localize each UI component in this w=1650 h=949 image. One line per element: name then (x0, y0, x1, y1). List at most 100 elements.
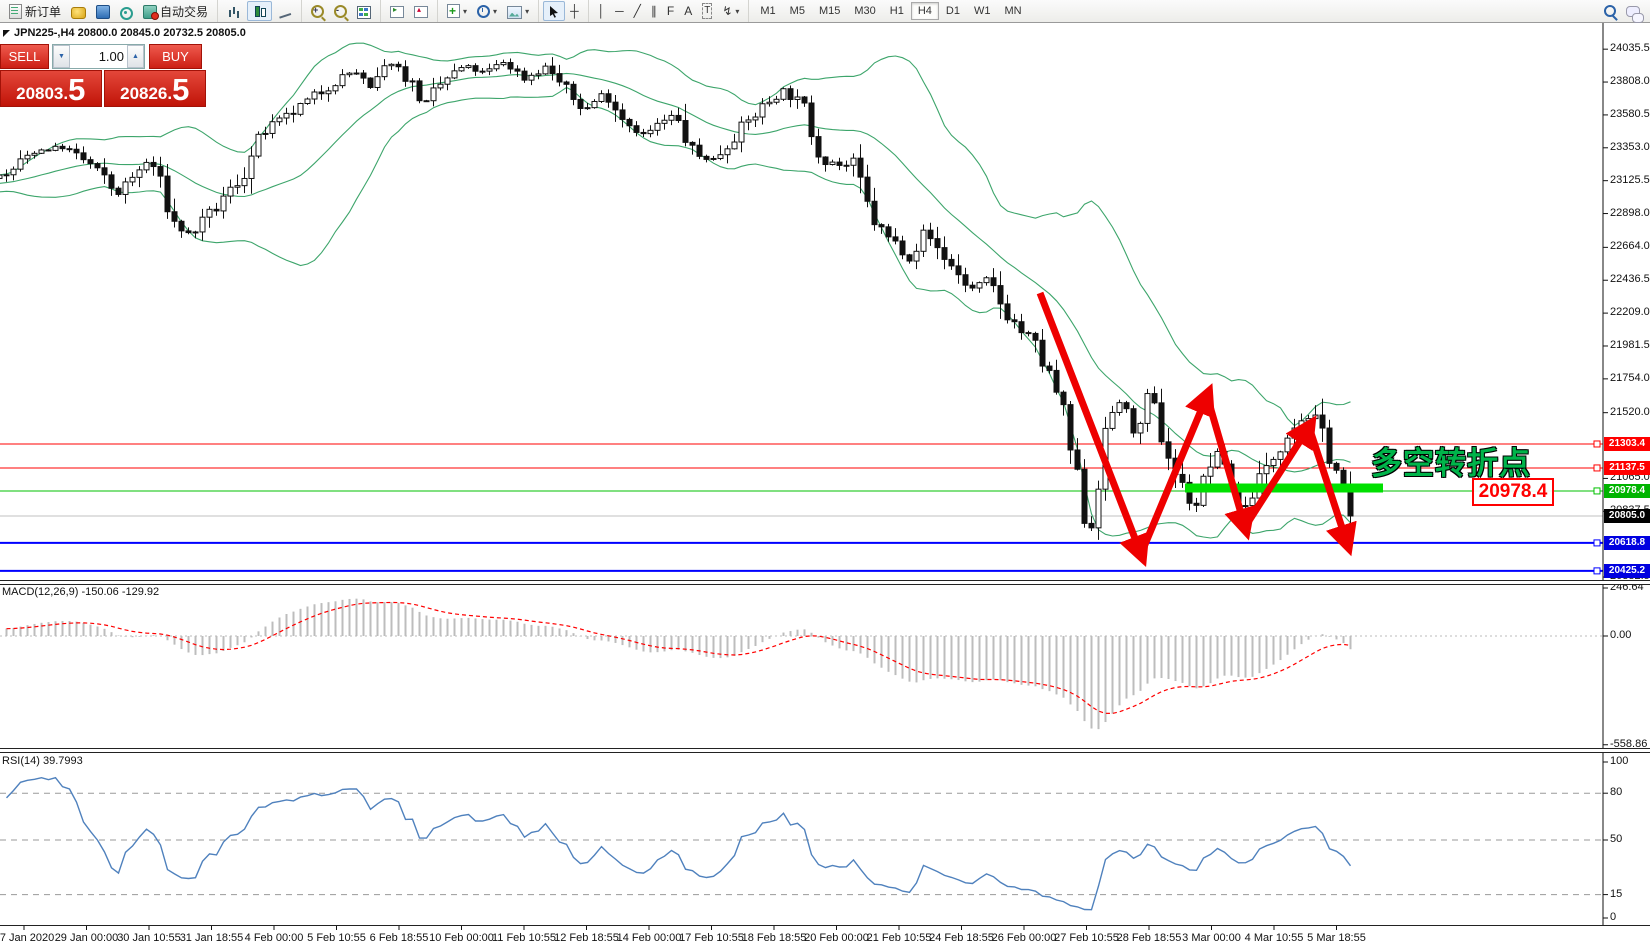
timeframe-m1[interactable]: M1 (760, 5, 776, 17)
price-tick-label: 22898.0 (1610, 206, 1650, 219)
price-tick-label: 21981.5 (1610, 338, 1650, 351)
chat-icon[interactable] (1626, 5, 1644, 23)
symbol-ohlc-line: JPN225-,H4 20800.0 20845.0 20732.5 20805… (14, 27, 246, 39)
order-group: 新订单 自动交易 (0, 0, 219, 22)
profile-icon (96, 5, 111, 19)
time-axis-label: 29 Jan 00:00 (54, 932, 119, 944)
timeframe-w1[interactable]: W1 (973, 5, 991, 17)
rsi-tick-label: 80 (1610, 786, 1623, 799)
sell-price-main: 20803 (16, 84, 64, 103)
symbol-marker-icon (3, 30, 10, 37)
time-axis-label: 18 Feb 18:55 (741, 932, 807, 944)
market-watch-button[interactable] (66, 1, 91, 21)
horizontal-line-icon: ─ (615, 4, 624, 18)
text-icon: A (684, 4, 693, 18)
time-axis-label: 14 Feb 00:00 (616, 932, 682, 944)
periods-button[interactable]: ▾ (472, 1, 502, 21)
price-level-callout[interactable]: 20978.4 (1472, 478, 1554, 506)
horizontal-line-button[interactable]: ─ (610, 1, 629, 21)
timeframe-mn[interactable]: MN (1004, 5, 1022, 17)
macd-pane-splitter[interactable] (0, 580, 1650, 585)
timeframe-h1[interactable]: H1 (889, 5, 904, 17)
time-axis-label: 20 Feb 00:00 (804, 932, 869, 944)
toolbar-right (1604, 5, 1650, 23)
time-axis-label: 30 Jan 10:55 (117, 932, 181, 944)
timeframe-d1[interactable]: D1 (945, 5, 960, 17)
time-axis-label: 10 Feb 00:00 (429, 932, 494, 944)
rsi-pane-splitter[interactable] (0, 748, 1650, 753)
crosshair-icon: ┼ (570, 4, 579, 18)
timeframe-h4[interactable]: H4 (910, 2, 939, 20)
text-label-button[interactable]: T (697, 1, 717, 21)
time-axis-label: 4 Feb 00:00 (244, 932, 304, 944)
tile-windows-button[interactable] (352, 1, 376, 21)
strategy-tester-button[interactable] (115, 1, 138, 21)
scroll-group (381, 0, 439, 22)
price-badge: 20805.0 (1604, 509, 1650, 523)
vertical-line-button[interactable]: │ (593, 1, 611, 21)
volume-input[interactable] (70, 45, 127, 68)
sell-button[interactable]: SELL (0, 44, 49, 69)
price-badge: 21137.5 (1604, 460, 1650, 475)
trendline-button[interactable]: ╱ (629, 1, 646, 21)
time-axis-label: 4 Mar 10:55 (1244, 932, 1304, 944)
timeframe-m30[interactable]: M30 (854, 5, 876, 17)
chart-shift-button[interactable] (409, 1, 433, 21)
trendline-icon: ╱ (633, 4, 641, 18)
search-icon[interactable] (1604, 5, 1616, 17)
time-axis-label: 6 Feb 18:55 (369, 932, 429, 944)
bar-chart-icon (227, 4, 242, 18)
timeframe-m5[interactable]: M5 (789, 5, 805, 17)
time-axis-label: 17 Feb 10:55 (679, 932, 744, 944)
autotrade-button[interactable]: 自动交易 (138, 1, 213, 21)
sell-price-pip: 5 (68, 72, 86, 107)
candlestick-button[interactable] (247, 1, 273, 21)
crosshair-button[interactable]: ┼ (565, 1, 584, 21)
time-axis-label: 5 Mar 18:55 (1307, 932, 1366, 944)
buy-price-main: 20826 (120, 84, 168, 103)
volume-decrease-button[interactable]: ▼ (53, 45, 70, 68)
time-axis-label: 24 Feb 18:55 (929, 932, 994, 944)
time-axis-label: 5 Feb 10:55 (307, 932, 366, 944)
time-axis-label: 12 Feb 18:55 (554, 932, 619, 944)
zoom-out-button[interactable]: - (329, 1, 352, 21)
cursor-icon (550, 5, 559, 18)
cursor-button[interactable] (543, 1, 566, 21)
macd-label: MACD(12,26,9) -150.06 -129.92 (2, 586, 160, 598)
text-label-icon: T (702, 3, 713, 19)
buy-price[interactable]: 20826. 5 (103, 70, 206, 107)
macd-tick-label: -558.86 (1610, 737, 1648, 750)
data-window-button[interactable] (91, 1, 115, 21)
templates-button[interactable]: ▾ (502, 1, 534, 21)
timeframe-m15[interactable]: M15 (818, 5, 841, 17)
new-chart-button[interactable]: ▾ (442, 1, 472, 21)
channel-button[interactable]: ∥ (646, 1, 662, 21)
line-chart-button[interactable] (272, 1, 297, 21)
volume-box: ▼ ▲ (52, 44, 145, 69)
text-button[interactable]: A (679, 1, 697, 21)
timeframe-group: M1 M5 M15 M30 H1 H4 D1 W1 MN (749, 0, 1032, 22)
volume-increase-button[interactable]: ▲ (127, 45, 144, 68)
price-tick-label: 23580.5 (1610, 107, 1650, 120)
rsi-tick-label: 15 (1610, 887, 1623, 900)
line-chart-icon (277, 4, 292, 18)
drawing-group: │ ─ ╱ ∥ F A T ↯ ▾ (589, 0, 750, 22)
price-tick-label: 21754.0 (1610, 371, 1650, 384)
fibonacci-button[interactable]: F (662, 1, 679, 21)
chart-shift-icon (414, 5, 429, 18)
time-axis-label: 11 Feb 10:55 (491, 932, 557, 944)
vertical-line-icon: │ (597, 4, 606, 18)
turning-point-annotation[interactable]: 多空转折点 (1371, 446, 1531, 481)
price-tick-label: 22664.0 (1610, 240, 1650, 253)
new-order-button[interactable]: 新订单 (4, 1, 66, 21)
sell-price[interactable]: 20803. 5 (0, 70, 102, 107)
arrows-button[interactable]: ↯ ▾ (722, 4, 740, 18)
buy-button[interactable]: BUY (149, 44, 202, 69)
zoom-in-button[interactable]: + (306, 1, 329, 21)
time-axis-separator (0, 925, 1650, 926)
auto-scroll-button[interactable] (385, 1, 409, 21)
bar-chart-button[interactable] (222, 1, 247, 21)
cursor-group: ┼ (539, 0, 589, 22)
